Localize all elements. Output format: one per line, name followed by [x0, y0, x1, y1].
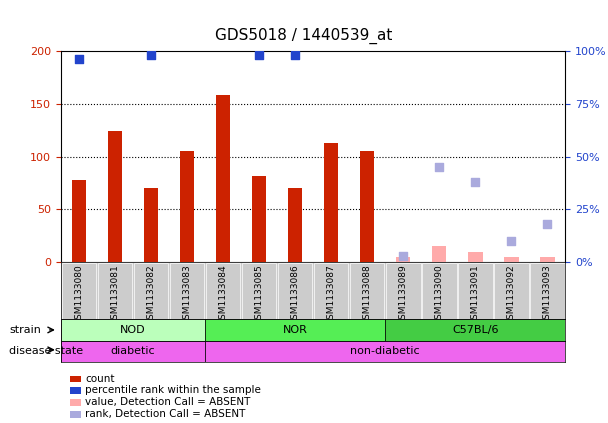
Text: value, Detection Call = ABSENT: value, Detection Call = ABSENT	[85, 397, 250, 407]
Text: GSM1133082: GSM1133082	[147, 264, 156, 325]
Point	[398, 253, 408, 259]
Point	[218, 14, 228, 20]
FancyBboxPatch shape	[134, 263, 168, 319]
Text: GSM1133093: GSM1133093	[543, 264, 552, 325]
Text: rank, Detection Call = ABSENT: rank, Detection Call = ABSENT	[85, 409, 246, 419]
Text: NOR: NOR	[283, 325, 308, 335]
FancyBboxPatch shape	[61, 319, 205, 341]
FancyBboxPatch shape	[458, 263, 492, 319]
Point	[254, 52, 264, 58]
Text: C57BL/6: C57BL/6	[452, 325, 499, 335]
Point	[110, 22, 120, 29]
Text: GSM1133088: GSM1133088	[363, 264, 371, 325]
Text: count: count	[85, 374, 115, 384]
Point	[146, 52, 156, 58]
Text: non-diabetic: non-diabetic	[350, 346, 420, 356]
FancyBboxPatch shape	[61, 341, 205, 362]
FancyBboxPatch shape	[278, 263, 313, 319]
Bar	[432, 246, 446, 262]
Text: GSM1133092: GSM1133092	[507, 264, 516, 325]
FancyBboxPatch shape	[206, 263, 240, 319]
FancyBboxPatch shape	[61, 263, 96, 319]
Bar	[324, 143, 338, 262]
Point	[182, 26, 192, 33]
Point	[434, 164, 444, 170]
Text: GSM1133090: GSM1133090	[435, 264, 444, 325]
FancyBboxPatch shape	[422, 263, 457, 319]
FancyBboxPatch shape	[97, 263, 132, 319]
FancyBboxPatch shape	[242, 263, 277, 319]
Bar	[108, 131, 122, 262]
FancyBboxPatch shape	[386, 263, 421, 319]
FancyBboxPatch shape	[530, 263, 565, 319]
Text: GSM1133085: GSM1133085	[255, 264, 263, 325]
Point	[362, 33, 372, 39]
Bar	[360, 151, 375, 262]
FancyBboxPatch shape	[350, 263, 384, 319]
FancyBboxPatch shape	[314, 263, 348, 319]
Text: GDS5018 / 1440539_at: GDS5018 / 1440539_at	[215, 27, 393, 44]
Point	[74, 56, 84, 63]
Text: GSM1133083: GSM1133083	[182, 264, 192, 325]
FancyBboxPatch shape	[494, 263, 529, 319]
Bar	[143, 188, 158, 262]
Text: GSM1133091: GSM1133091	[471, 264, 480, 325]
Text: NOD: NOD	[120, 325, 146, 335]
Text: GSM1133081: GSM1133081	[111, 264, 119, 325]
Bar	[504, 257, 519, 262]
Text: diabetic: diabetic	[111, 346, 155, 356]
Bar	[216, 95, 230, 262]
Text: strain: strain	[9, 325, 41, 335]
Bar	[288, 188, 302, 262]
Bar	[396, 257, 410, 262]
FancyBboxPatch shape	[385, 319, 565, 341]
Point	[506, 238, 516, 244]
FancyBboxPatch shape	[170, 263, 204, 319]
Text: GSM1133080: GSM1133080	[74, 264, 83, 325]
Text: GSM1133086: GSM1133086	[291, 264, 300, 325]
Bar	[252, 176, 266, 262]
Bar	[180, 151, 194, 262]
FancyBboxPatch shape	[205, 341, 565, 362]
Bar	[468, 252, 483, 262]
Text: GSM1133084: GSM1133084	[218, 264, 227, 325]
Point	[290, 52, 300, 58]
Text: disease state: disease state	[9, 346, 83, 356]
Text: GSM1133087: GSM1133087	[326, 264, 336, 325]
Point	[471, 179, 480, 185]
Text: GSM1133089: GSM1133089	[399, 264, 408, 325]
Text: percentile rank within the sample: percentile rank within the sample	[85, 385, 261, 396]
Point	[542, 221, 552, 228]
Bar	[72, 180, 86, 262]
FancyBboxPatch shape	[205, 319, 385, 341]
Bar	[540, 257, 554, 262]
Point	[326, 14, 336, 20]
